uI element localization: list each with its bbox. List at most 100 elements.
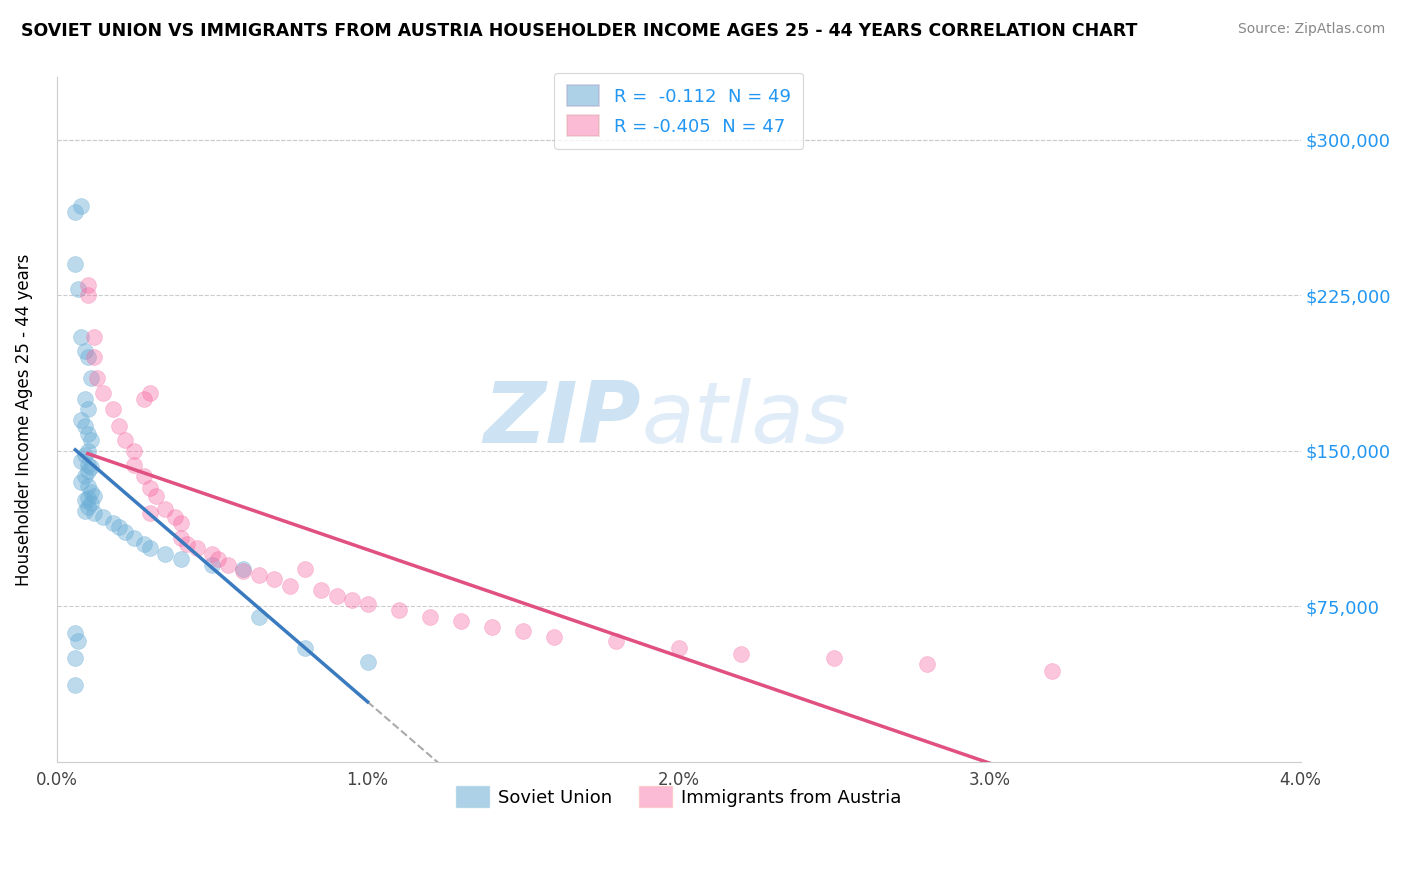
Point: [132, 468, 155, 483]
Point: [70, 454, 93, 468]
Point: [543, 631, 565, 645]
Point: [668, 640, 690, 655]
Point: [70, 475, 93, 489]
Point: [201, 558, 224, 572]
Point: [67, 634, 90, 648]
Point: [139, 385, 162, 400]
Point: [101, 402, 124, 417]
Point: [101, 516, 124, 531]
Point: [139, 506, 162, 520]
Point: [70, 412, 93, 426]
Point: [388, 603, 411, 617]
Text: ZIP: ZIP: [484, 378, 641, 461]
Point: [76, 458, 98, 473]
Point: [294, 640, 316, 655]
Point: [247, 609, 270, 624]
Point: [83, 506, 105, 520]
Point: [76, 465, 98, 479]
Point: [76, 277, 98, 292]
Point: [80, 371, 103, 385]
Point: [294, 562, 316, 576]
Point: [1040, 664, 1063, 678]
Point: [419, 609, 441, 624]
Point: [170, 516, 193, 531]
Point: [155, 548, 177, 562]
Text: atlas: atlas: [641, 378, 849, 461]
Point: [132, 392, 155, 406]
Point: [73, 448, 96, 462]
Point: [80, 495, 103, 509]
Point: [170, 551, 193, 566]
Point: [91, 510, 114, 524]
Point: [73, 504, 96, 518]
Point: [73, 392, 96, 406]
Point: [481, 620, 503, 634]
Point: [278, 578, 301, 592]
Point: [65, 651, 87, 665]
Point: [65, 257, 87, 271]
Point: [80, 434, 103, 448]
Point: [155, 501, 177, 516]
Point: [80, 485, 103, 500]
Point: [139, 481, 162, 495]
Point: [309, 582, 332, 597]
Point: [356, 597, 378, 611]
Point: [114, 524, 136, 539]
Point: [186, 541, 208, 556]
Point: [83, 489, 105, 503]
Point: [65, 678, 87, 692]
Y-axis label: Householder Income Ages 25 - 44 years: Householder Income Ages 25 - 44 years: [15, 253, 32, 586]
Point: [124, 458, 146, 473]
Point: [73, 344, 96, 359]
Point: [83, 351, 105, 365]
Point: [76, 479, 98, 493]
Point: [91, 385, 114, 400]
Point: [163, 510, 186, 524]
Point: [73, 418, 96, 433]
Point: [176, 537, 198, 551]
Point: [170, 531, 193, 545]
Point: [232, 564, 254, 578]
Point: [730, 647, 752, 661]
Point: [247, 568, 270, 582]
Point: [76, 491, 98, 506]
Point: [124, 443, 146, 458]
Point: [823, 651, 845, 665]
Point: [356, 655, 378, 669]
Point: [325, 589, 347, 603]
Point: [70, 329, 93, 343]
Point: [76, 443, 98, 458]
Point: [65, 626, 87, 640]
Point: [67, 282, 90, 296]
Point: [145, 489, 167, 503]
Point: [132, 537, 155, 551]
Point: [76, 402, 98, 417]
Point: [76, 351, 98, 365]
Point: [605, 634, 627, 648]
Point: [217, 558, 239, 572]
Point: [73, 468, 96, 483]
Point: [340, 593, 363, 607]
Point: [207, 551, 229, 566]
Point: [80, 460, 103, 475]
Point: [139, 541, 162, 556]
Point: [83, 329, 105, 343]
Point: [114, 434, 136, 448]
Point: [108, 520, 131, 534]
Point: [73, 493, 96, 508]
Point: [201, 548, 224, 562]
Point: [450, 614, 472, 628]
Legend: Soviet Union, Immigrants from Austria: Soviet Union, Immigrants from Austria: [449, 779, 908, 814]
Point: [124, 531, 146, 545]
Point: [917, 657, 939, 672]
Point: [65, 205, 87, 219]
Point: [76, 427, 98, 442]
Point: [76, 288, 98, 302]
Point: [108, 418, 131, 433]
Point: [86, 371, 108, 385]
Text: SOVIET UNION VS IMMIGRANTS FROM AUSTRIA HOUSEHOLDER INCOME AGES 25 - 44 YEARS CO: SOVIET UNION VS IMMIGRANTS FROM AUSTRIA …: [21, 22, 1137, 40]
Point: [263, 572, 285, 586]
Point: [512, 624, 534, 639]
Text: Source: ZipAtlas.com: Source: ZipAtlas.com: [1237, 22, 1385, 37]
Point: [76, 500, 98, 514]
